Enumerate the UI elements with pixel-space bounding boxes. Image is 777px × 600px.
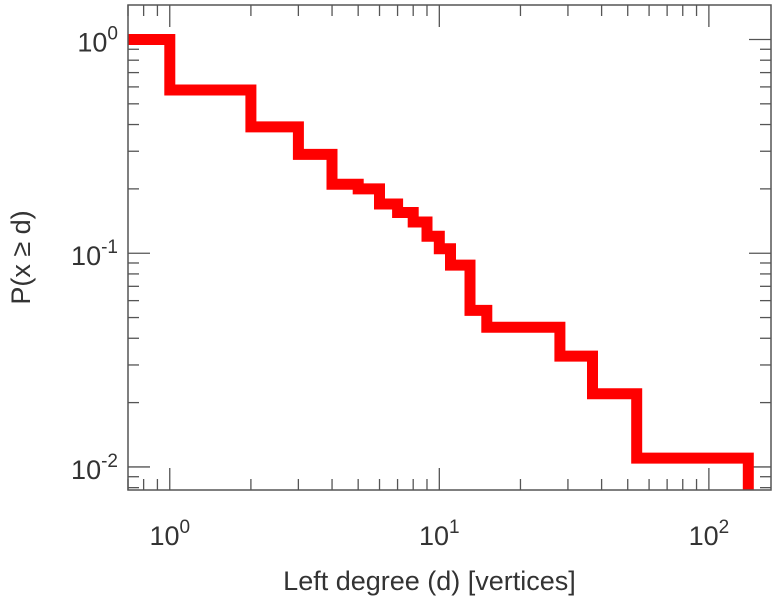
x-tick-label-base: 10: [689, 521, 719, 551]
x-tick-label-exponent: 0: [179, 517, 190, 538]
x-tick-label-exponent: 2: [719, 517, 730, 538]
axis-ticks: [127, 5, 771, 490]
y-tick-label: 10-2: [71, 451, 118, 485]
y-tick-label: 100: [77, 23, 118, 57]
y-tick-label-exponent: -2: [101, 451, 118, 472]
y-tick-label-base: 10: [77, 27, 107, 57]
x-tick-label-base: 10: [419, 521, 449, 551]
series-line: [128, 34, 754, 490]
y-axis-title: P(x ≥ d): [6, 210, 36, 304]
x-tick-label-exponent: 1: [449, 517, 460, 538]
x-tick-label-base: 10: [149, 521, 179, 551]
y-tick-label-base: 10: [71, 241, 101, 271]
x-axis-title: Left degree (d) [vertices]: [283, 566, 576, 596]
x-tick-label: 100: [149, 517, 190, 551]
x-tick-label: 101: [419, 517, 460, 551]
y-tick-label-exponent: -1: [101, 237, 118, 258]
plot-frame: [127, 4, 772, 491]
x-tick-label: 102: [689, 517, 730, 551]
y-tick-label: 10-1: [71, 237, 118, 271]
y-tick-label-base: 10: [71, 455, 101, 485]
y-tick-label-exponent: 0: [107, 23, 118, 44]
